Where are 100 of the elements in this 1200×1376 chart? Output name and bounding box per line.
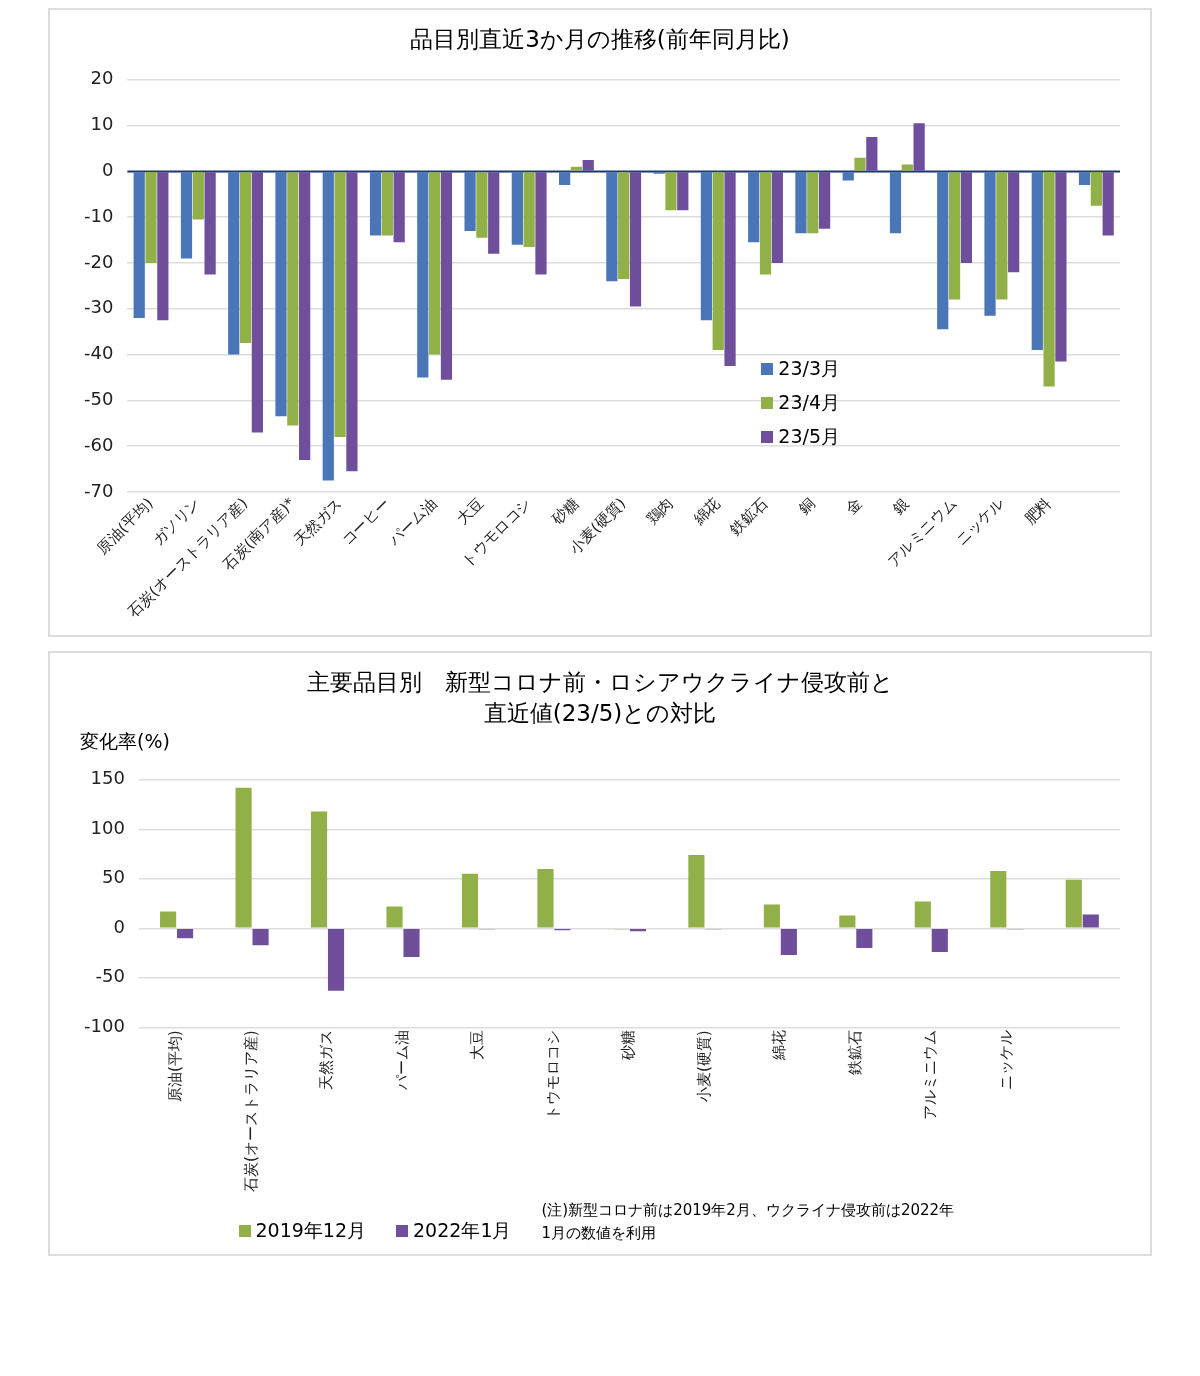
bar — [807, 172, 819, 234]
y-tick-label: 0 — [113, 916, 125, 938]
legend-label: 2022年1月 — [413, 1218, 512, 1244]
x-tick-label: 小麦(硬質) — [694, 1030, 713, 1103]
bar — [996, 172, 1008, 300]
y-tick-label: -40 — [83, 342, 114, 364]
bar — [677, 172, 689, 211]
legend-label: 2019年12月 — [255, 1218, 367, 1244]
bar — [403, 929, 420, 958]
bar — [239, 172, 252, 344]
bar — [1031, 172, 1043, 351]
bar — [1090, 172, 1102, 206]
bar — [310, 811, 328, 928]
y-tick-label: 20 — [90, 67, 114, 89]
bar — [559, 172, 571, 186]
bar — [133, 172, 145, 318]
bar — [1008, 172, 1020, 273]
bar — [157, 172, 169, 321]
bar — [937, 172, 949, 330]
x-tick-label: 大豆 — [468, 1030, 487, 1061]
bar — [1082, 914, 1099, 928]
bar — [763, 904, 780, 928]
x-tick-label: 砂糖 — [619, 1030, 638, 1062]
y-tick-label: -20 — [83, 250, 114, 272]
x-tick-label: 銅 — [795, 494, 819, 518]
bar — [688, 855, 705, 928]
bar — [582, 159, 594, 171]
x-tick-label: 鉄鉱石 — [845, 1030, 864, 1076]
bar — [1102, 172, 1114, 236]
bar — [854, 157, 866, 171]
x-tick-label: 金 — [842, 494, 866, 518]
bar — [748, 172, 760, 243]
bar — [523, 172, 535, 247]
bar — [386, 906, 403, 928]
bar — [346, 172, 358, 472]
chart-title: 品目別直近3か月の推移(前年同月比) — [409, 25, 791, 54]
bar — [842, 172, 854, 181]
y-tick-label: -50 — [95, 965, 125, 987]
bar — [488, 172, 500, 254]
bar — [535, 172, 547, 275]
bar — [570, 166, 583, 171]
bar — [618, 172, 630, 280]
y-tick-label: 50 — [101, 866, 125, 888]
y-tick-label: -50 — [83, 388, 114, 410]
bar — [440, 172, 453, 380]
bar — [1055, 172, 1067, 362]
x-tick-label: 鉄鉱石 — [726, 494, 772, 539]
y-axis-title: 変化率(%) — [80, 729, 171, 755]
x-tick-label: 石炭(オーストラリア産) — [241, 1030, 260, 1193]
bar — [327, 929, 345, 991]
bar — [818, 172, 831, 229]
bar — [960, 172, 972, 264]
bar — [712, 172, 724, 351]
bar — [901, 164, 913, 171]
y-tick-label: 100 — [90, 817, 125, 839]
x-tick-label: 砂糖 — [547, 494, 583, 529]
bar — [984, 172, 996, 316]
legend-label: 23/4月 — [778, 390, 840, 416]
y-tick-label: -60 — [83, 433, 114, 455]
bar — [334, 172, 346, 438]
bar — [795, 172, 807, 234]
bar — [511, 172, 523, 245]
x-tick-label: 綿花 — [770, 1030, 789, 1062]
x-tick-label: 綿花 — [689, 494, 724, 529]
bar — [145, 172, 157, 264]
bar — [629, 172, 642, 307]
bar — [192, 172, 204, 220]
bar — [990, 871, 1007, 928]
bar — [381, 172, 393, 236]
bar — [429, 172, 441, 355]
bar — [464, 172, 476, 231]
bar — [252, 929, 269, 946]
bar — [160, 911, 177, 928]
bar — [322, 172, 334, 481]
x-tick-label: アルミニウム — [921, 1030, 940, 1121]
bar — [461, 873, 479, 928]
bar — [417, 172, 429, 378]
bar — [299, 172, 311, 460]
x-tick-label: 鶏肉 — [642, 494, 677, 529]
bar — [759, 172, 772, 275]
y-tick-label: 10 — [90, 113, 114, 135]
bar — [476, 172, 488, 238]
bar — [204, 172, 216, 275]
bar — [700, 172, 713, 321]
x-tick-label: 銀 — [889, 494, 913, 518]
bar — [771, 172, 783, 264]
y-tick-label: -30 — [83, 296, 114, 318]
legend-label: 23/5月 — [778, 424, 840, 450]
bar — [889, 172, 902, 234]
bar — [606, 172, 618, 282]
y-tick-label: -10 — [83, 204, 114, 226]
bar — [839, 915, 856, 928]
bar — [913, 123, 925, 171]
bar — [914, 901, 931, 928]
bar — [275, 172, 287, 417]
bar — [866, 137, 878, 171]
bar — [931, 929, 948, 953]
x-tick-label: 大豆 — [453, 494, 488, 529]
bar — [369, 172, 382, 236]
bar — [228, 172, 240, 355]
